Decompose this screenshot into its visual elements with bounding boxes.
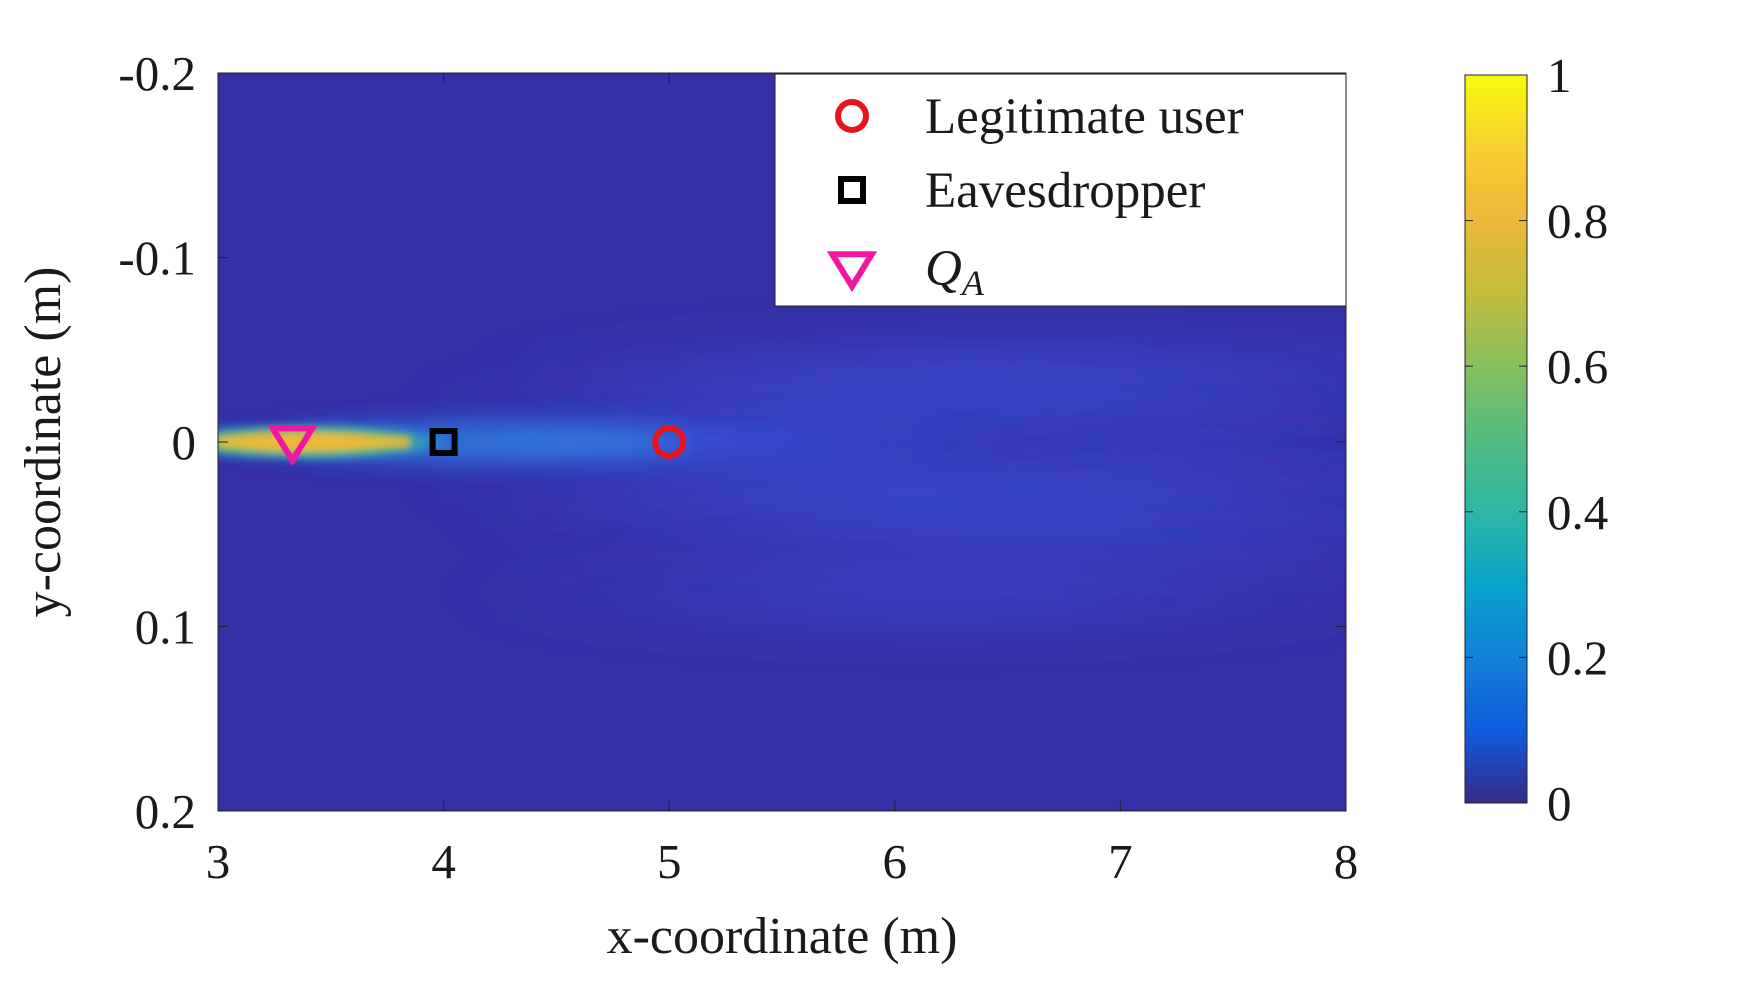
colorbar-ticks: 0 0.2 0.4 0.6 0.8 1 (1465, 48, 1608, 831)
colorbar-tick-label: 0.6 (1547, 339, 1608, 394)
legend-label: Legitimate user (925, 89, 1244, 145)
legend: Legitimate user Eavesdropper QA (774, 73, 1347, 307)
x-tick-label: 4 (431, 834, 456, 889)
legend-entry: Eavesdropper (838, 163, 1205, 219)
heatmap-beam-core (218, 437, 410, 447)
eavesdropper-marker (429, 428, 458, 456)
x-tick-label: 3 (206, 834, 231, 889)
colorbar-tick-label: 1 (1547, 48, 1572, 103)
point-markers (267, 425, 687, 467)
legend-entry: QA (826, 241, 985, 303)
x-tick-label: 7 (1108, 834, 1133, 889)
y-tick-label: -0.1 (118, 231, 196, 286)
y-axis-label: y-coordinate (m) (15, 267, 72, 618)
y-tick-label: 0.2 (135, 784, 196, 839)
colorbar: 0 0.2 0.4 0.6 0.8 1 (1464, 48, 1608, 831)
legend-label: Eavesdropper (925, 163, 1205, 219)
legend-circle-icon (835, 99, 869, 133)
colorbar-tick-label: 0.2 (1547, 630, 1608, 685)
x-tick-label: 8 (1334, 834, 1359, 889)
x-axis-label: x-coordinate (m) (607, 908, 958, 965)
x-tick-label: 6 (883, 834, 908, 889)
colorbar-tick-label: 0 (1547, 776, 1572, 831)
legend-entry: Legitimate user (835, 89, 1244, 145)
legitimate-user-marker (652, 425, 687, 459)
legend-square-icon (838, 176, 866, 204)
colorbar-tick-label: 0.8 (1547, 194, 1608, 249)
colorbar-gradient-bar (1464, 74, 1528, 804)
legend-frame (774, 73, 1347, 307)
legend-label: QA (925, 241, 985, 303)
heatmap-side-lobe (420, 544, 1346, 640)
x-tick-label: 5 (657, 834, 682, 889)
x-axis-ticks: 3 4 5 6 7 8 (206, 73, 1359, 889)
y-tick-label: 0 (172, 415, 197, 470)
legend-triangle-icon (826, 251, 878, 293)
y-axis-ticks: -0.2 -0.1 0 0.1 0.2 (118, 46, 1346, 839)
y-tick-label: 0.1 (135, 600, 196, 655)
qa-marker (267, 425, 318, 467)
y-tick-label: -0.2 (118, 46, 196, 101)
colorbar-tick-label: 0.4 (1547, 485, 1608, 540)
